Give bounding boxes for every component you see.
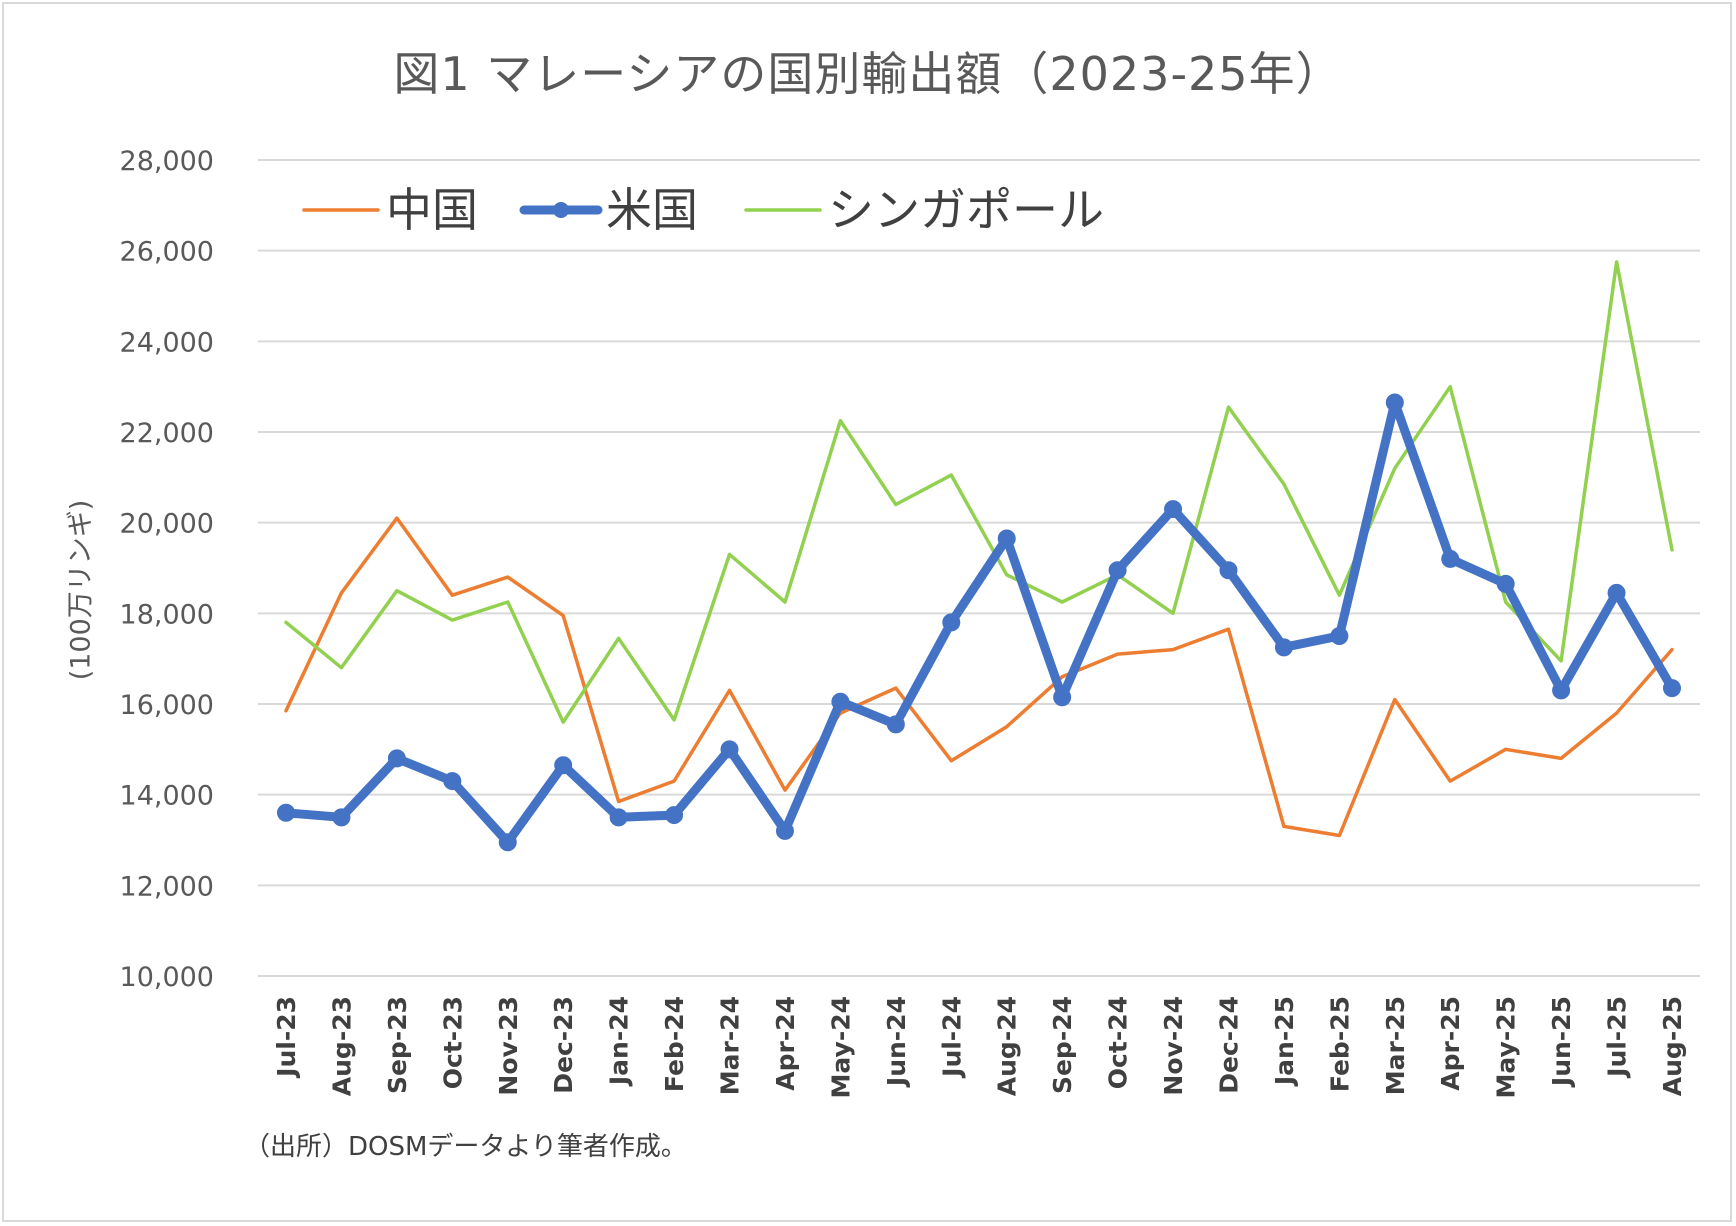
- y-tick-label: 18,000: [120, 599, 214, 630]
- data-point: [1330, 627, 1349, 645]
- x-tick-label: May-24: [826, 996, 855, 1098]
- data-point: [332, 808, 351, 827]
- data-point: [942, 613, 961, 632]
- x-tick-label: Jul-24: [937, 996, 966, 1079]
- x-tick-label: Sep-23: [383, 996, 412, 1094]
- data-point: [1552, 681, 1571, 700]
- legend-label: 米国: [606, 183, 698, 237]
- legend: 中国 米国 シンガポール: [302, 183, 1104, 237]
- x-tick-label: Sep-24: [1048, 996, 1077, 1094]
- data-point: [1441, 549, 1460, 568]
- data-point: [443, 772, 462, 791]
- series-line-0: [284, 516, 1674, 838]
- x-tick-label: Jan-25: [1270, 996, 1299, 1087]
- x-tick-label: Mar-24: [716, 996, 745, 1095]
- data-point: [1274, 638, 1293, 657]
- data-point: [886, 715, 905, 734]
- x-tick-label: Aug-24: [993, 996, 1022, 1096]
- y-tick-labels: 10,000 12,000 14,000 16,000 18,000 20,000 22,0…: [120, 146, 214, 993]
- x-tick-label: Aug-23: [327, 996, 356, 1096]
- y-tick-label: 14,000: [120, 781, 214, 812]
- x-tick-label: Dec-24: [1214, 996, 1243, 1094]
- y-tick-label: 24,000: [120, 327, 214, 358]
- x-tick-label: Jul-25: [1603, 996, 1632, 1079]
- x-tick-label: May-25: [1492, 996, 1521, 1098]
- y-tick-label: 20,000: [120, 509, 214, 540]
- data-point: [1607, 583, 1626, 602]
- data-point: [665, 806, 684, 825]
- series-line-2: [284, 260, 1674, 724]
- chart-title: 図1 マレーシアの国別輸出額（2023-25年）: [393, 47, 1343, 101]
- data-point: [1053, 688, 1072, 707]
- y-tick-label: 16,000: [120, 690, 214, 721]
- data-point: [1496, 574, 1515, 593]
- data-point: [775, 821, 794, 840]
- data-point: [277, 803, 295, 822]
- legend-label: 中国: [386, 183, 478, 237]
- x-tick-label: Aug-25: [1658, 996, 1687, 1096]
- x-tick-label: Apr-24: [771, 996, 800, 1091]
- series-line-1: [281, 398, 1677, 847]
- data-point: [997, 529, 1016, 548]
- data-point: [387, 749, 406, 768]
- y-tick-label: 12,000: [120, 871, 214, 902]
- legend-label: シンガポール: [828, 183, 1104, 237]
- data-point: [720, 740, 739, 759]
- data-point: [1164, 500, 1183, 519]
- source-note: （出所）DOSMデータより筆者作成。: [244, 1132, 687, 1162]
- x-tick-label: Oct-23: [438, 996, 467, 1089]
- y-tick-label: 22,000: [120, 418, 214, 449]
- y-tick-label: 10,000: [120, 962, 214, 993]
- series-lines: [277, 260, 1681, 852]
- x-tick-label: Apr-25: [1436, 996, 1465, 1091]
- data-point: [1219, 561, 1238, 580]
- data-point: [554, 756, 573, 775]
- x-tick-label: Oct-24: [1104, 996, 1133, 1089]
- data-point: [1108, 561, 1127, 580]
- data-point: [498, 833, 517, 852]
- y-tick-label: 28,000: [120, 146, 214, 177]
- x-tick-label: Nov-24: [1159, 996, 1188, 1096]
- data-point: [1385, 393, 1404, 412]
- legend-marker: [553, 202, 569, 218]
- data-point: [1663, 679, 1681, 698]
- x-tick-label: Feb-24: [660, 996, 689, 1092]
- x-tick-label: Feb-25: [1325, 996, 1354, 1092]
- x-tick-labels: Jul-23 Aug-23 Sep-23 Oct-23 Nov-23 Dec-23 Jan-…: [272, 996, 1687, 1098]
- data-point: [609, 808, 628, 827]
- data-point: [831, 692, 850, 711]
- x-tick-label: Dec-23: [549, 996, 578, 1094]
- x-tick-label: Jun-25: [1547, 996, 1576, 1088]
- x-tick-label: Jul-23: [272, 996, 301, 1079]
- x-tick-label: Nov-23: [494, 996, 523, 1096]
- y-tick-label: 26,000: [120, 237, 214, 268]
- x-tick-label: Jan-24: [605, 996, 634, 1087]
- x-tick-label: Mar-25: [1381, 996, 1410, 1095]
- gridlines: [258, 159, 1700, 977]
- x-tick-label: Jun-24: [882, 996, 911, 1088]
